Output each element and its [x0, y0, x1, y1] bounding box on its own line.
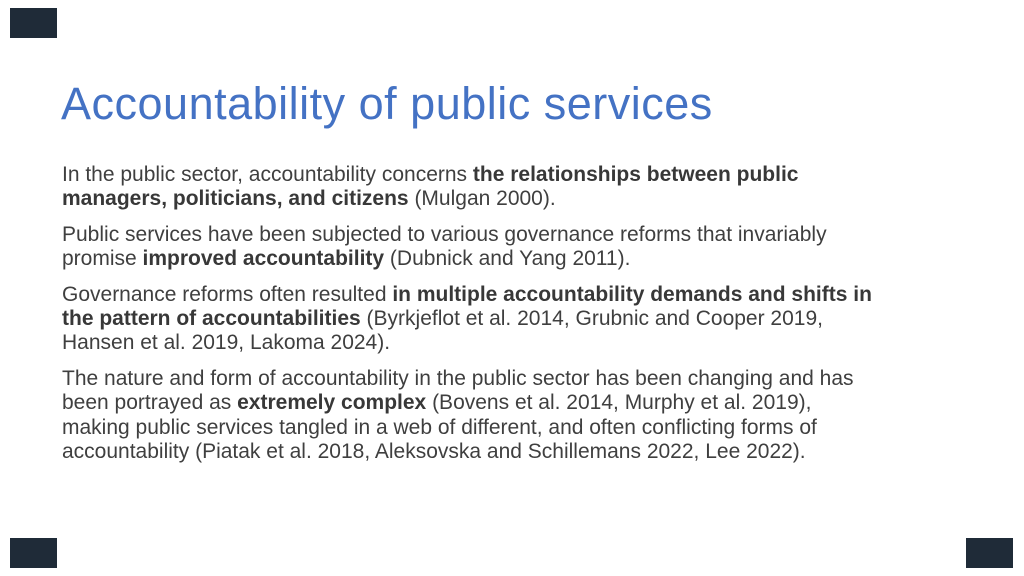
text-line: Public services have been subjected to v…	[62, 223, 972, 247]
text-line: In the public sector, accountability con…	[62, 163, 972, 187]
text-line: Governance reforms often resulted in mul…	[62, 283, 972, 307]
body-paragraph: In the public sector, accountability con…	[62, 163, 972, 212]
body-paragraph: Public services have been subjected to v…	[62, 223, 972, 272]
body-text: (Mulgan 2000).	[408, 187, 556, 211]
emphasis-text: the pattern of accountabilities	[62, 307, 361, 331]
emphasis-text: in multiple accountability demands and s…	[392, 282, 872, 306]
emphasis-text: improved accountability	[142, 247, 385, 271]
text-line: promise improved accountability (Dubnick…	[62, 247, 972, 271]
emphasis-text: managers, politicians, and citizens	[62, 187, 409, 211]
body-text: Governance reforms often resulted	[62, 282, 393, 306]
corner-accent-top-left	[10, 8, 57, 38]
body-text: promise	[62, 247, 143, 271]
body-text: The nature and form of accountability in…	[62, 366, 854, 390]
body-text: (Byrkjeflot et al. 2014, Grubnic and Coo…	[360, 307, 823, 331]
text-line: managers, politicians, and citizens (Mul…	[62, 187, 972, 211]
text-line: the pattern of accountabilities (Byrkjef…	[62, 307, 972, 331]
body-text: In the public sector, accountability con…	[62, 163, 473, 186]
body-text: making public services tangled in a web …	[62, 415, 817, 439]
body-paragraph: Governance reforms often resulted in mul…	[62, 283, 972, 356]
body-text: accountability (Piatak et al. 2018, Alek…	[62, 440, 806, 464]
slide-title: Accountability of public services	[61, 78, 713, 129]
body-text: been portrayed as	[62, 391, 238, 415]
text-line: Hansen et al. 2019, Lakoma 2024).	[62, 331, 972, 355]
slide-body: In the public sector, accountability con…	[62, 163, 972, 475]
body-text: (Dubnick and Yang 2011).	[384, 247, 631, 271]
text-line: been portrayed as extremely complex (Bov…	[62, 391, 972, 415]
text-line: The nature and form of accountability in…	[62, 367, 972, 391]
corner-accent-bottom-right	[966, 538, 1013, 568]
body-text: Hansen et al. 2019, Lakoma 2024).	[62, 331, 391, 355]
emphasis-text: extremely complex	[237, 391, 427, 415]
text-line: accountability (Piatak et al. 2018, Alek…	[62, 440, 972, 464]
emphasis-text: the relationships between public	[472, 163, 799, 186]
body-paragraph: The nature and form of accountability in…	[62, 367, 972, 465]
body-text: Public services have been subjected to v…	[62, 222, 827, 246]
body-text: (Bovens et al. 2014, Murphy et al. 2019)…	[426, 391, 812, 415]
text-line: making public services tangled in a web …	[62, 416, 972, 440]
corner-accent-bottom-left	[10, 538, 57, 568]
